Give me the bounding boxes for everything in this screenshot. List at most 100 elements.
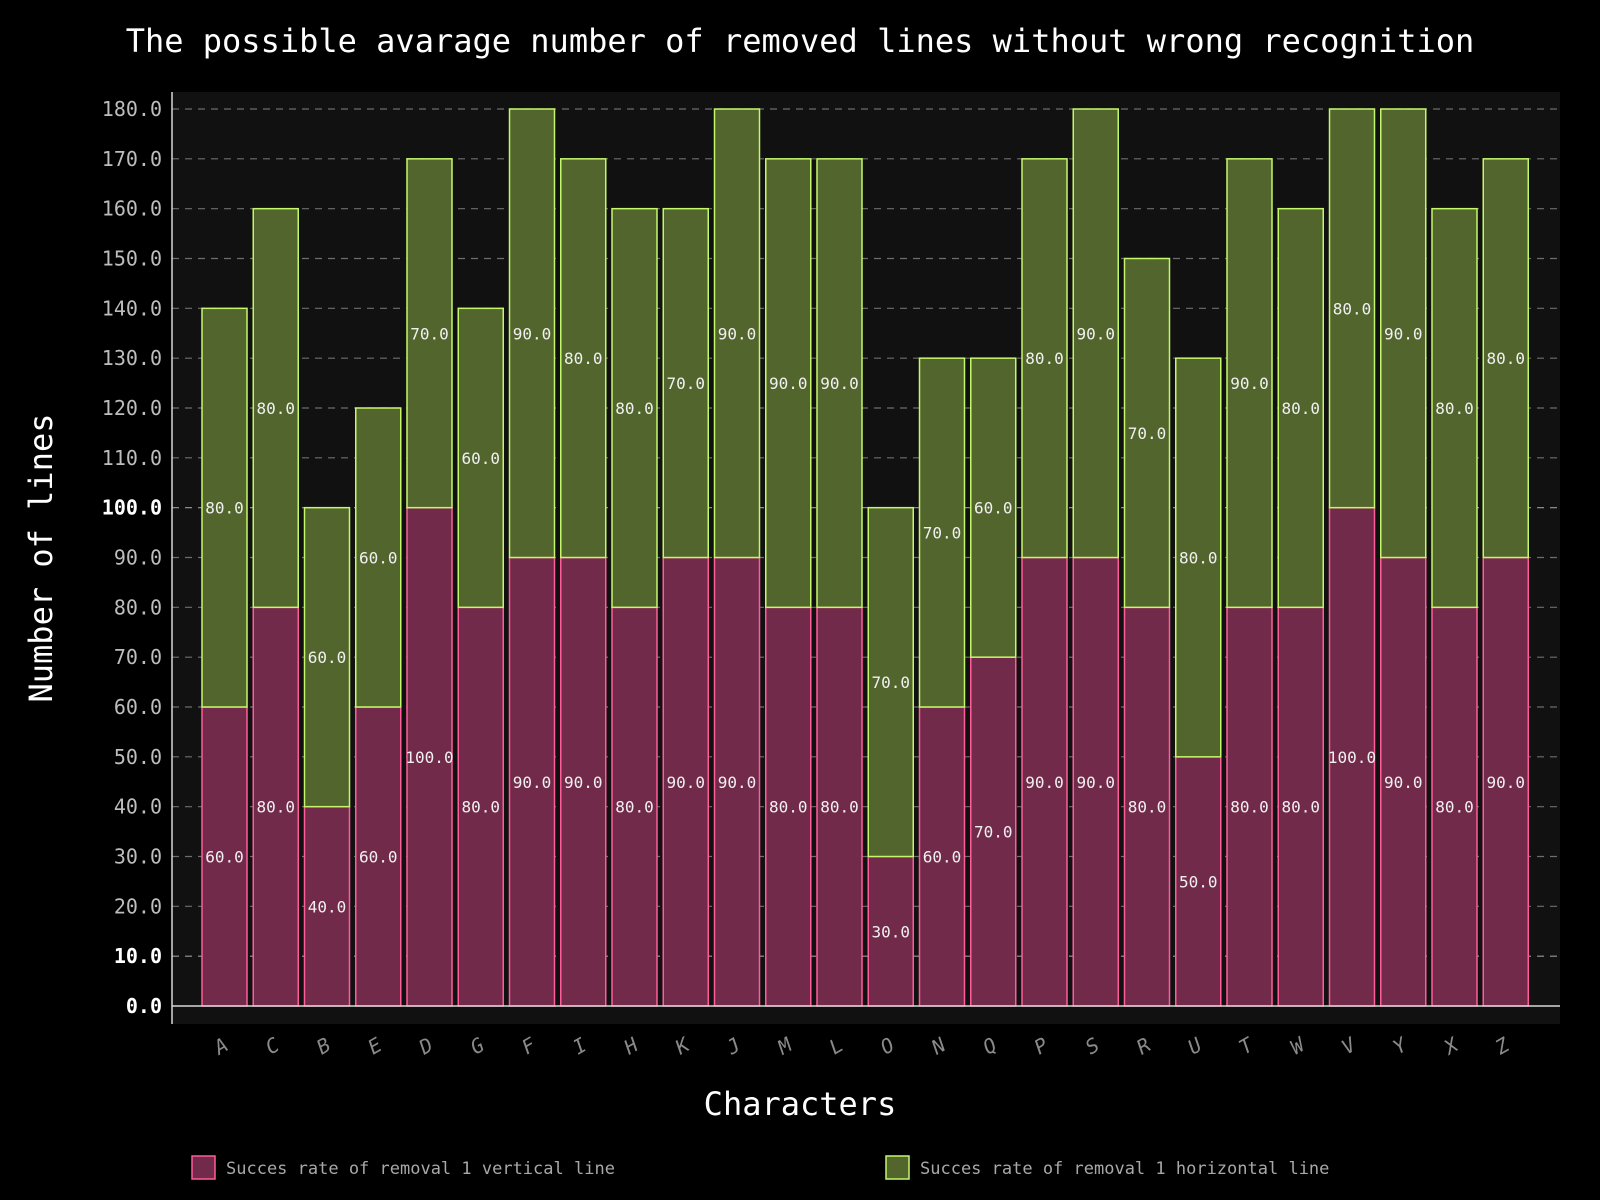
y-tick-label: 30.0 — [114, 845, 162, 869]
bar-horizontal-H — [611, 207, 658, 609]
data-label-vertical-F: 90.0 — [513, 773, 552, 792]
data-label-vertical-J: 90.0 — [718, 773, 757, 792]
data-label-vertical-E: 60.0 — [359, 848, 398, 867]
bar-horizontal-S — [1072, 108, 1119, 559]
bar-horizontal-D — [406, 158, 453, 509]
bar-horizontal-A — [201, 307, 248, 708]
data-label-vertical-I: 90.0 — [564, 773, 603, 792]
data-label-vertical-C: 80.0 — [256, 798, 295, 817]
y-tick-label: 120.0 — [102, 396, 162, 420]
y-tick-label: 130.0 — [102, 346, 162, 370]
data-label-horizontal-U: 80.0 — [1179, 549, 1218, 568]
y-tick-label: 40.0 — [114, 795, 162, 819]
y-tick-label: 80.0 — [114, 595, 162, 619]
data-label-horizontal-E: 60.0 — [359, 549, 398, 568]
data-label-vertical-Y: 90.0 — [1384, 773, 1423, 792]
data-label-horizontal-V: 80.0 — [1333, 299, 1372, 318]
bar-horizontal-Y — [1380, 108, 1427, 559]
y-tick-label: 110.0 — [102, 446, 162, 470]
data-label-horizontal-R: 70.0 — [1128, 424, 1167, 443]
bar-horizontal-T — [1226, 158, 1273, 609]
y-tick-label: 170.0 — [102, 147, 162, 171]
data-label-vertical-A: 60.0 — [205, 848, 244, 867]
y-tick-label: 180.0 — [102, 97, 162, 121]
y-tick-label: 0.0 — [126, 994, 162, 1018]
data-label-horizontal-I: 80.0 — [564, 349, 603, 368]
bar-horizontal-B — [303, 506, 351, 808]
data-label-horizontal-X: 80.0 — [1435, 399, 1474, 418]
y-tick-label: 90.0 — [114, 546, 162, 570]
data-label-horizontal-J: 90.0 — [718, 324, 757, 343]
data-label-vertical-D: 100.0 — [405, 748, 453, 767]
legend-swatch-vertical — [191, 1155, 216, 1180]
data-label-horizontal-S: 90.0 — [1076, 324, 1115, 343]
data-label-horizontal-N: 70.0 — [923, 524, 962, 543]
bar-vertical-K — [662, 556, 709, 1007]
y-tick-label: 10.0 — [114, 944, 162, 968]
data-label-vertical-Q: 70.0 — [974, 823, 1013, 842]
legend-label-horizontal: Succes rate of removal 1 horizontal line — [920, 1159, 1329, 1179]
bar-horizontal-J — [713, 108, 761, 559]
data-label-horizontal-B: 60.0 — [308, 648, 347, 667]
bar-horizontal-V — [1328, 108, 1376, 509]
bar-vertical-U — [1175, 756, 1222, 1007]
bar-horizontal-C — [252, 207, 299, 609]
bar-vertical-A — [201, 706, 248, 1007]
y-tick-label: 60.0 — [114, 695, 162, 719]
data-label-vertical-O: 30.0 — [871, 922, 910, 941]
legend: Succes rate of removal 1 vertical line S… — [191, 1155, 1329, 1180]
data-label-vertical-W: 80.0 — [1281, 798, 1320, 817]
bar-vertical-M — [765, 606, 812, 1007]
data-label-horizontal-Y: 90.0 — [1384, 324, 1423, 343]
gridlines — [172, 108, 1560, 957]
bar-horizontal-L — [816, 158, 863, 609]
bar-horizontal-I — [560, 158, 607, 559]
data-label-horizontal-D: 70.0 — [410, 324, 449, 343]
bar-vertical-X — [1431, 606, 1478, 1007]
data-label-horizontal-G: 60.0 — [461, 449, 500, 468]
data-label-vertical-N: 60.0 — [923, 848, 962, 867]
data-label-vertical-B: 40.0 — [308, 897, 347, 916]
bar-horizontal-E — [355, 407, 402, 708]
bar-horizontal-Z — [1482, 158, 1529, 559]
data-label-vertical-X: 80.0 — [1435, 798, 1474, 817]
data-label-horizontal-A: 80.0 — [205, 499, 244, 518]
data-label-horizontal-Q: 60.0 — [974, 499, 1013, 518]
bar-vertical-P — [1021, 556, 1068, 1007]
bar-horizontal-U — [1175, 357, 1222, 758]
data-label-vertical-V: 100.0 — [1328, 748, 1376, 767]
bar-horizontal-P — [1021, 158, 1068, 559]
bar-vertical-O — [867, 855, 914, 1007]
bar-horizontal-W — [1277, 207, 1324, 609]
y-tick-label: 20.0 — [114, 894, 162, 918]
data-label-horizontal-H: 80.0 — [615, 399, 654, 418]
y-tick-label: 50.0 — [114, 745, 162, 769]
data-label-horizontal-P: 80.0 — [1025, 349, 1064, 368]
bar-horizontal-R — [1123, 257, 1171, 609]
chart-title: The possible avarage number of removed l… — [126, 22, 1475, 60]
data-label-vertical-S: 90.0 — [1076, 773, 1115, 792]
data-label-vertical-Z: 90.0 — [1486, 773, 1525, 792]
data-label-horizontal-C: 80.0 — [256, 399, 295, 418]
bar-horizontal-O — [867, 506, 914, 858]
data-label-vertical-K: 90.0 — [666, 773, 705, 792]
data-label-horizontal-K: 70.0 — [666, 374, 705, 393]
bar-horizontal-K — [662, 207, 709, 559]
data-label-vertical-T: 80.0 — [1230, 798, 1269, 817]
data-label-vertical-H: 80.0 — [615, 798, 654, 817]
bar-vertical-W — [1277, 606, 1324, 1007]
legend-swatch-horizontal — [885, 1155, 910, 1180]
data-label-vertical-M: 80.0 — [769, 798, 808, 817]
data-label-vertical-R: 80.0 — [1128, 798, 1167, 817]
x-axis-title: Characters — [704, 1085, 897, 1123]
data-label-horizontal-Z: 80.0 — [1486, 349, 1525, 368]
y-tick-label: 70.0 — [114, 645, 162, 669]
data-label-vertical-L: 80.0 — [820, 798, 859, 817]
bar-horizontal-X — [1431, 207, 1478, 609]
y-tick-labels: 0.0 10.0 20.0 30.0 40.0 50.0 60.0 70.0 80.0 90.0 1… — [102, 97, 162, 1018]
data-labels: 60.0 80.0 80.0 80.0 40.0 60.0 60.0 60.0 100.0 70.… — [205, 299, 1525, 941]
data-label-horizontal-T: 90.0 — [1230, 374, 1269, 393]
bar-vertical-R — [1123, 606, 1171, 1007]
bars — [201, 108, 1529, 1007]
